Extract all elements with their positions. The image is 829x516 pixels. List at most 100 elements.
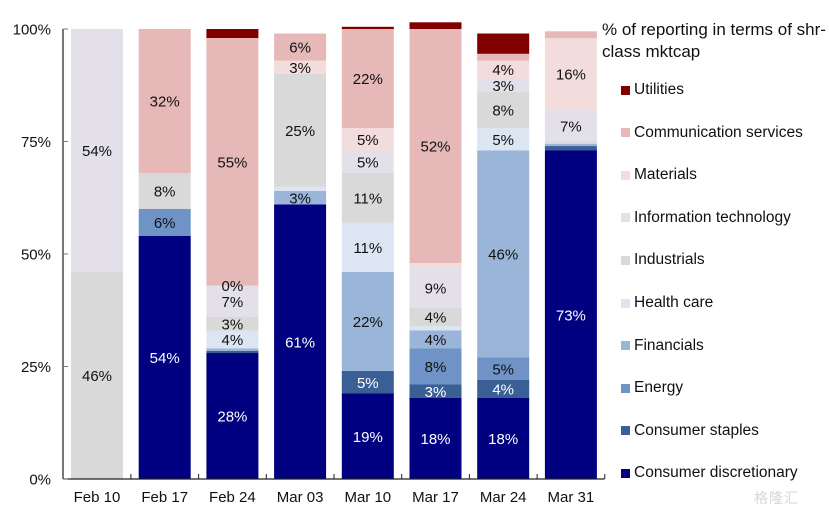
legend-item: Communication services (621, 123, 803, 143)
bar-segment-consumer-staples (477, 380, 530, 398)
bar-segment-communication-services (341, 29, 394, 128)
x-tick-label: Mar 31 (548, 489, 595, 506)
data-label: 28% (217, 409, 247, 426)
x-tick-label: Mar 24 (480, 489, 527, 506)
legend-label: Utilities (634, 81, 684, 98)
data-label: 7% (560, 118, 582, 135)
bar-segment-industrials (206, 317, 259, 331)
bar-segment-information-technology (206, 285, 259, 317)
data-label: 5% (357, 154, 379, 171)
x-tick-label: Feb 10 (74, 489, 121, 506)
data-label: 3% (425, 384, 447, 401)
data-label: 8% (492, 103, 514, 120)
data-label: 46% (488, 247, 518, 264)
axes-group: Feb 10 Feb 17 Feb 24 Mar 03 Mar 10 Mar 17 Mar … (13, 22, 606, 506)
data-label: 4% (425, 310, 447, 327)
legend-swatch (621, 298, 630, 308)
bar-segment-consumer-discretionary (206, 353, 259, 479)
bar-segment-financials (206, 348, 259, 351)
bar-segment-consumer-staples (544, 146, 597, 151)
bar-segment-health-care (274, 186, 327, 191)
legend-label: Financials (634, 336, 704, 354)
legend-item: Consumer discretionary (621, 463, 798, 483)
legend-label: Consumer discretionary (634, 464, 798, 482)
data-label: 5% (492, 361, 514, 378)
x-tick-label: Mar 03 (277, 489, 324, 506)
legend-item: Health care (621, 293, 713, 313)
bar-segment-financials (477, 150, 530, 358)
data-label: 3% (222, 316, 244, 333)
bar-segment-consumer-discretionary (138, 236, 191, 479)
bar-segment-utilities (341, 26, 394, 29)
segment-labels-group: 46%54%54%6%8%32%28%4%3%7%0%55%61%3%25%3%… (82, 40, 586, 449)
bar-segment-consumer-discretionary (274, 204, 327, 479)
bar-segment-consumer-discretionary (341, 393, 394, 479)
bar-segment-materials (409, 263, 462, 268)
data-label: 7% (222, 294, 244, 311)
bar-segment-financials (341, 272, 394, 371)
legend-item: Information technology (621, 208, 791, 228)
y-tick-label: 100% (13, 22, 51, 39)
bar-segment-communication-services (409, 29, 462, 263)
bar-segment-information-technology (71, 29, 123, 272)
legend-swatch (621, 426, 630, 436)
legend-swatch (621, 468, 630, 478)
y-tick-label: 75% (21, 134, 51, 151)
data-label: 19% (353, 429, 383, 446)
data-label: 6% (289, 40, 311, 57)
data-label: 4% (492, 62, 514, 79)
legend-label: Communication services (634, 123, 803, 141)
legend-swatch (621, 170, 630, 180)
bar-segment-health-care (409, 326, 462, 331)
data-label: 52% (420, 139, 450, 156)
data-label: 61% (285, 334, 315, 351)
data-label: 3% (492, 78, 514, 95)
legend-item: Financials (621, 336, 704, 356)
bar-segment-consumer-discretionary (544, 150, 597, 479)
legend-item: Industrials (621, 250, 705, 270)
bar-segment-utilities (477, 33, 530, 54)
legend-swatch (621, 128, 630, 138)
bar-segment-consumer-discretionary (409, 398, 462, 479)
legend-label: Energy (634, 379, 684, 397)
bar-segment-financials (409, 330, 462, 349)
data-label: 6% (154, 215, 176, 232)
bar-segment-health-care (477, 128, 530, 151)
data-label: 5% (492, 132, 514, 149)
bar-segment-materials (544, 38, 597, 110)
bar-segment-industrials (341, 173, 394, 223)
legend-swatch (621, 255, 630, 265)
data-label: 3% (289, 60, 311, 77)
legend-label: Industrials (634, 251, 705, 269)
data-label: 55% (217, 154, 247, 171)
data-label: 4% (222, 332, 244, 349)
data-label: 5% (357, 132, 379, 149)
x-tick-label: Feb 17 (141, 489, 188, 506)
bar-segment-industrials (71, 272, 123, 479)
legend-title: % of reporting in terms of shr-class mkt… (602, 20, 826, 61)
bar-segment-communication-services (274, 33, 327, 61)
data-label: 16% (556, 67, 586, 84)
x-tick-label: Mar 10 (344, 489, 391, 506)
legend-label: Information technology (634, 208, 791, 226)
bar-segment-energy (477, 357, 530, 380)
bar-segment-industrials (409, 308, 462, 326)
watermark: 格隆汇 (754, 490, 799, 506)
bar-segment-information-technology (544, 110, 597, 142)
data-label: 18% (488, 431, 518, 448)
bar-segment-materials (274, 60, 327, 74)
data-label: 54% (150, 350, 180, 367)
bar-segment-materials (341, 128, 394, 151)
legend-swatch (621, 85, 630, 95)
legend-swatch (621, 213, 630, 223)
bars-group (71, 22, 597, 479)
data-label: 4% (492, 382, 514, 399)
bar-segment-communication-services (544, 31, 597, 39)
y-tick-label: 50% (21, 247, 51, 264)
data-label: 25% (285, 123, 315, 140)
legend-label: Consumer staples (634, 421, 759, 439)
bar-segment-health-care (341, 222, 394, 272)
data-label: 73% (556, 307, 586, 324)
bar-segment-industrials (138, 173, 191, 209)
